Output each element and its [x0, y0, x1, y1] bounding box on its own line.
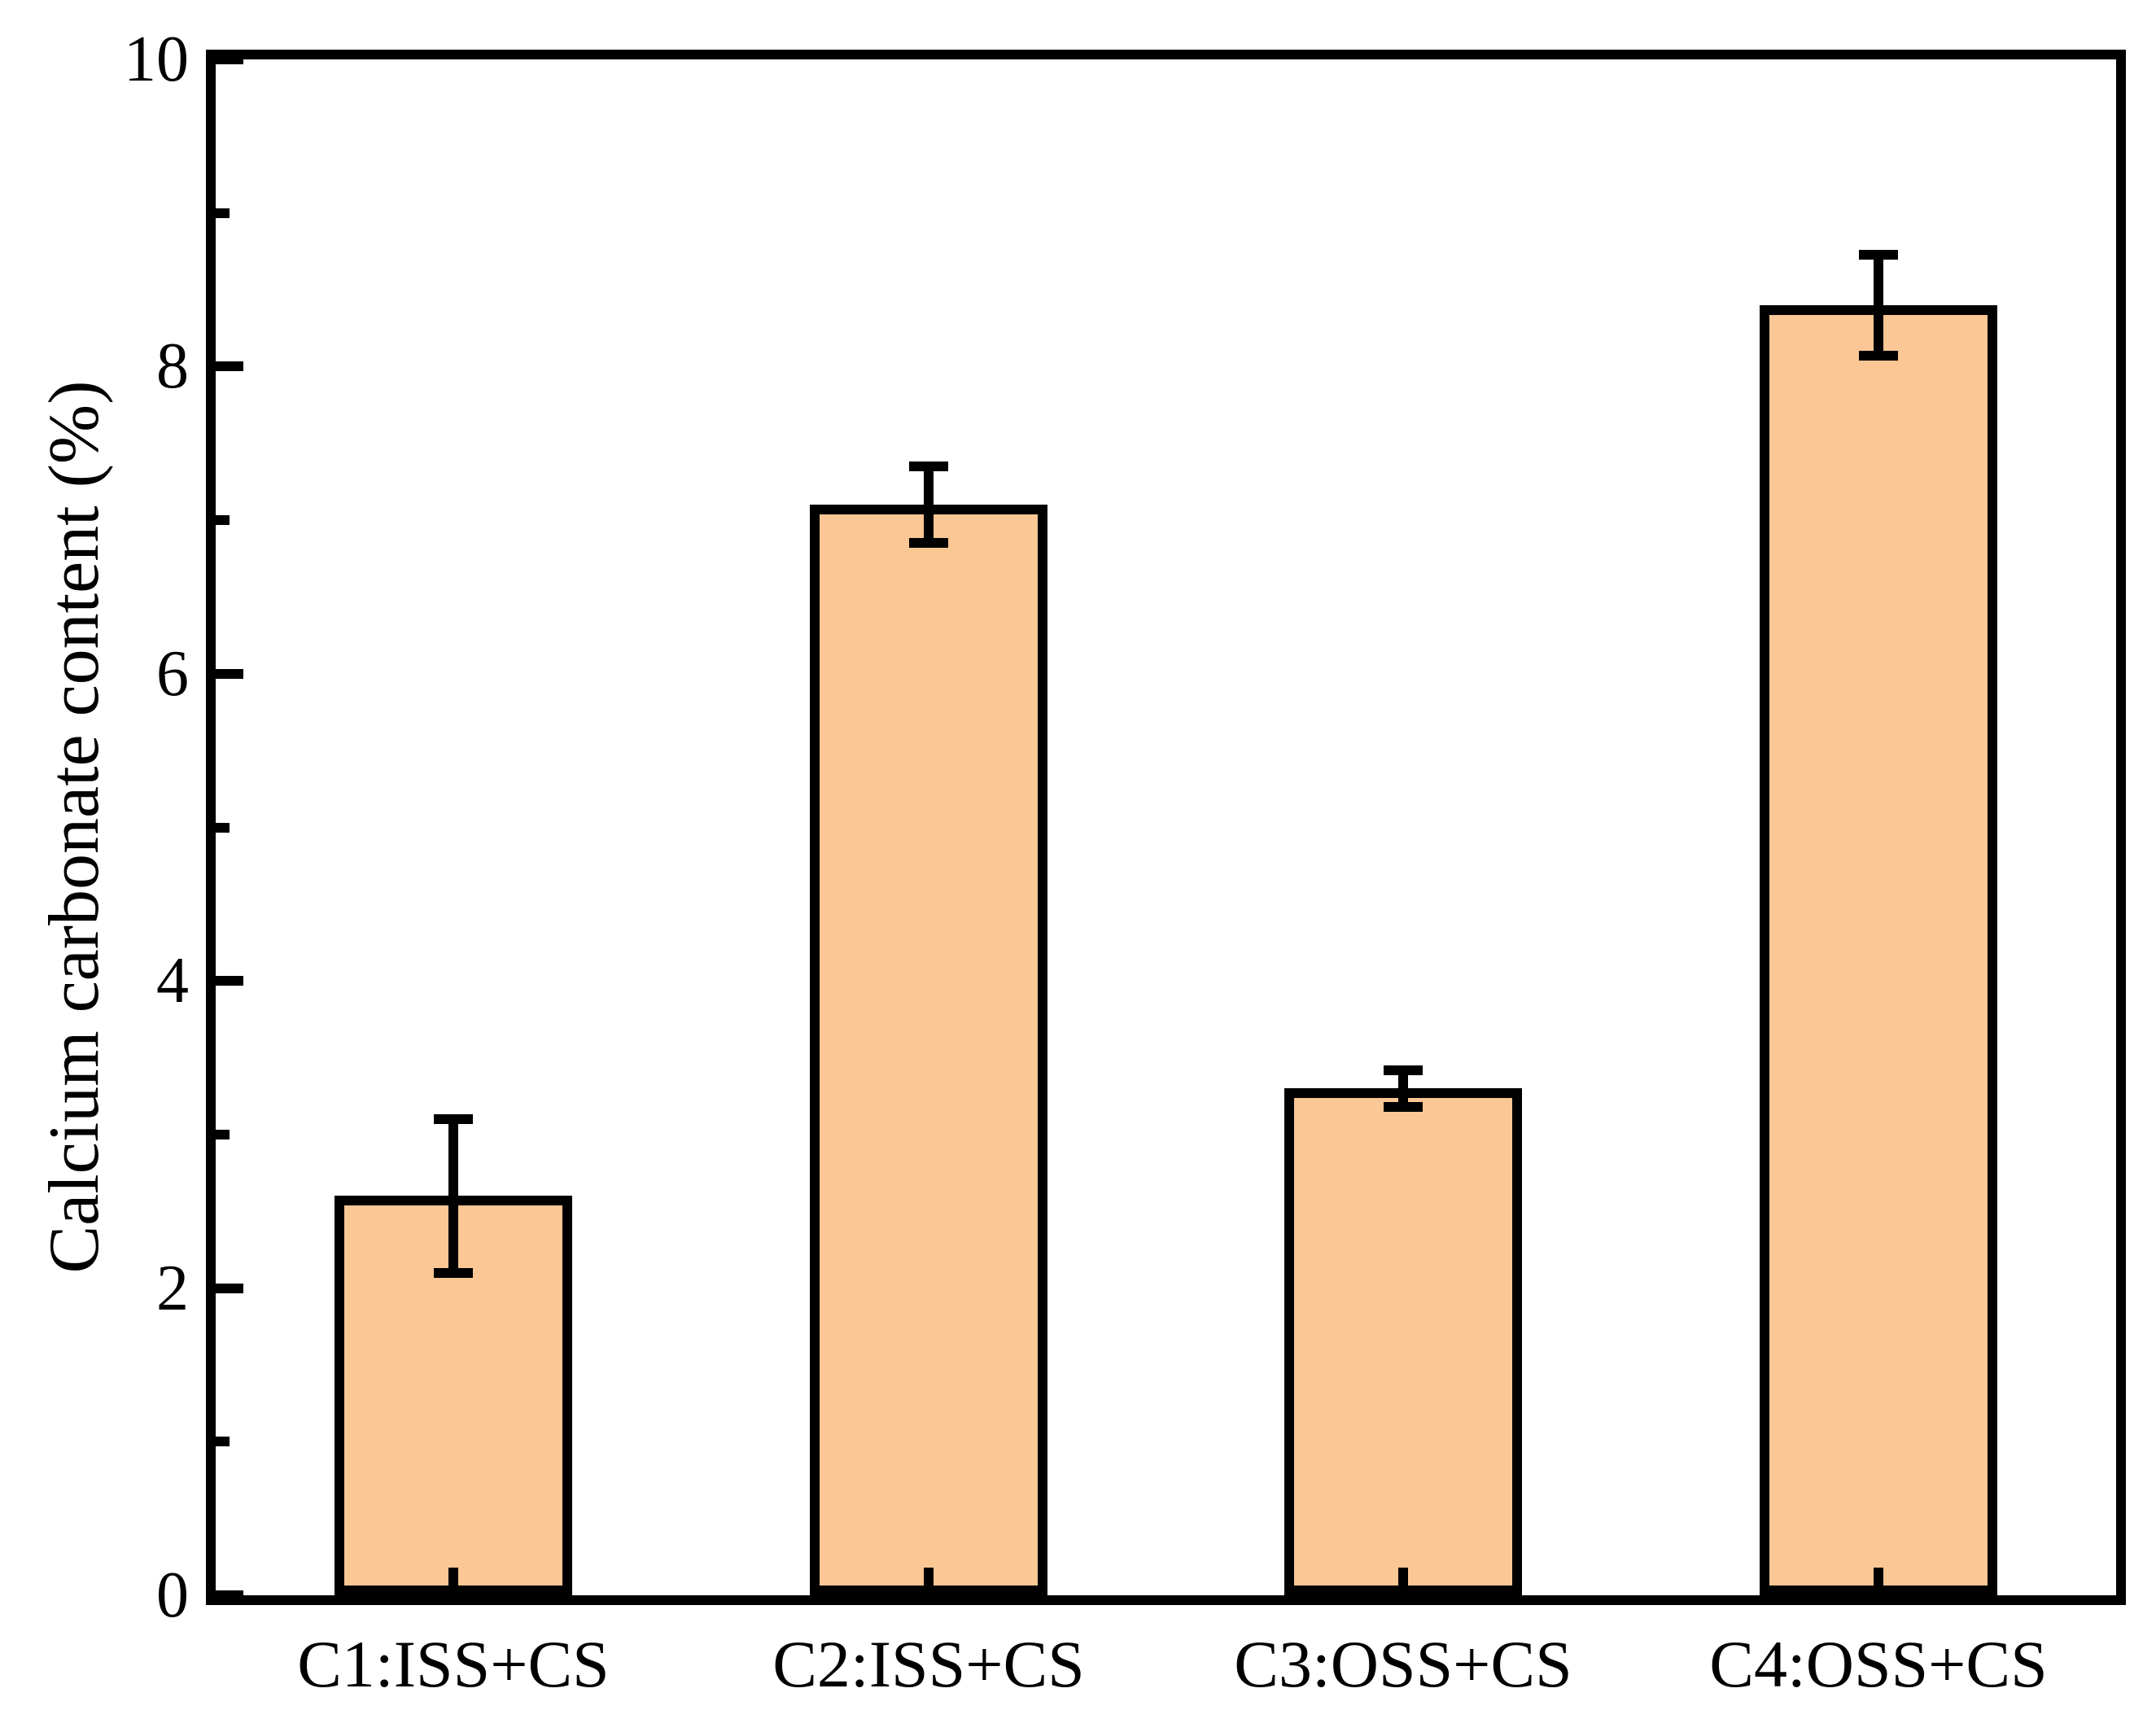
x-axis-tick: [1874, 1568, 1883, 1595]
error-bar-line: [448, 1119, 458, 1273]
y-axis-minor-tick: [216, 515, 230, 525]
y-axis-tick-label: 2: [156, 1253, 189, 1324]
bar: [810, 505, 1047, 1595]
x-axis-tick-label: C3:OSS+CS: [1234, 1627, 1572, 1701]
error-bar-cap-top: [1859, 250, 1898, 260]
y-axis-minor-tick: [216, 823, 230, 833]
y-axis-title: Calcium carbonate content (%): [35, 380, 114, 1274]
bar: [1760, 305, 1997, 1595]
y-axis-major-tick: [216, 669, 243, 679]
x-axis-tick-label: C4:OSS+CS: [1709, 1627, 2048, 1701]
bar: [1284, 1088, 1522, 1595]
y-axis-minor-tick: [216, 1437, 230, 1446]
y-axis-minor-tick: [216, 208, 230, 218]
error-bar-cap-top: [1384, 1065, 1423, 1075]
y-axis-tick-label: 10: [124, 24, 189, 95]
y-axis-minor-tick: [216, 1130, 230, 1139]
error-bar-cap-bottom: [909, 538, 948, 548]
y-axis-tick-label: 6: [156, 638, 189, 710]
x-axis-tick-label: C2:ISS+CS: [772, 1627, 1085, 1701]
y-axis-major-tick: [216, 361, 243, 371]
y-axis-major-tick: [216, 55, 243, 64]
y-axis-tick-label: 4: [156, 945, 189, 1017]
error-bar-cap-top: [909, 461, 948, 471]
y-axis-major-tick: [216, 976, 243, 986]
error-bar-cap-top: [434, 1114, 473, 1124]
plot-area: [206, 50, 2126, 1605]
error-bar-cap-bottom: [1859, 351, 1898, 361]
error-bar-line: [924, 466, 934, 543]
x-axis-tick: [1398, 1568, 1408, 1595]
y-axis-tick-label: 8: [156, 330, 189, 402]
error-bar-line: [1398, 1070, 1408, 1107]
x-axis-tick: [448, 1568, 458, 1595]
y-axis-major-tick: [216, 1284, 243, 1293]
error-bar-cap-bottom: [434, 1268, 473, 1278]
error-bar-cap-bottom: [1384, 1102, 1423, 1112]
error-bar-line: [1874, 255, 1883, 356]
x-axis-tick-label: C1:ISS+CS: [297, 1627, 610, 1701]
y-axis-tick-label: 0: [156, 1559, 189, 1631]
y-axis-major-tick: [216, 1590, 243, 1600]
x-axis-tick: [924, 1568, 934, 1595]
